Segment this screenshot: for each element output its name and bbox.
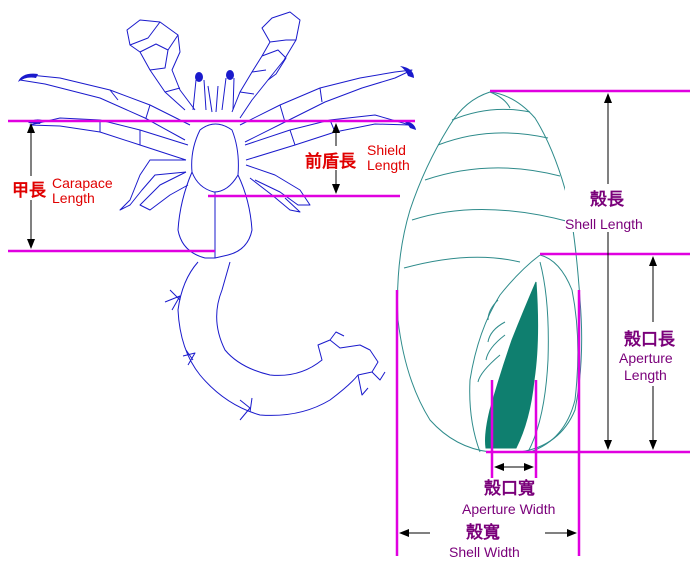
- aperture-length-label-en-1: Aperture: [619, 350, 673, 366]
- eyestalks: [192, 77, 235, 113]
- aperture-width-label-en: Aperture Width: [462, 501, 555, 517]
- left-cheliped: [126, 19, 196, 111]
- shield-label-en-1: Shield: [367, 142, 406, 158]
- right-walking-legs: [239, 69, 413, 213]
- aperture-length-label-en-2: Length: [624, 367, 667, 383]
- shell-width-label-en: Shell Width: [449, 544, 520, 560]
- shield-label-zh: 前盾長: [305, 151, 357, 172]
- abdomen: [164, 261, 386, 421]
- shell-outline: [397, 91, 583, 453]
- aperture-fill: [485, 281, 539, 449]
- shell-length-label-en: Shell Length: [565, 216, 643, 232]
- hermit-crab-drawing: [18, 11, 416, 421]
- measure-lines: [8, 89, 690, 556]
- carapace-label-en-1: Carapace: [52, 175, 113, 191]
- shell-width-label-zh: 殼寬: [466, 522, 500, 543]
- shell-length-label-zh: 殼長: [590, 190, 625, 210]
- aperture-length-label-zh: 殼口長: [624, 330, 676, 350]
- carapace: [177, 123, 253, 259]
- carapace-label-en-2: Length: [52, 190, 95, 206]
- aperture-width-label-zh: 殼口寬: [484, 478, 535, 499]
- shield-label-en-2: Length: [367, 157, 410, 173]
- carapace-label-zh: 甲長: [12, 181, 47, 201]
- labels: 甲長 Carapace Length 前盾長 Shield Length 殼長 …: [12, 142, 676, 560]
- right-cheliped: [231, 11, 301, 119]
- shell-drawing: [397, 91, 583, 453]
